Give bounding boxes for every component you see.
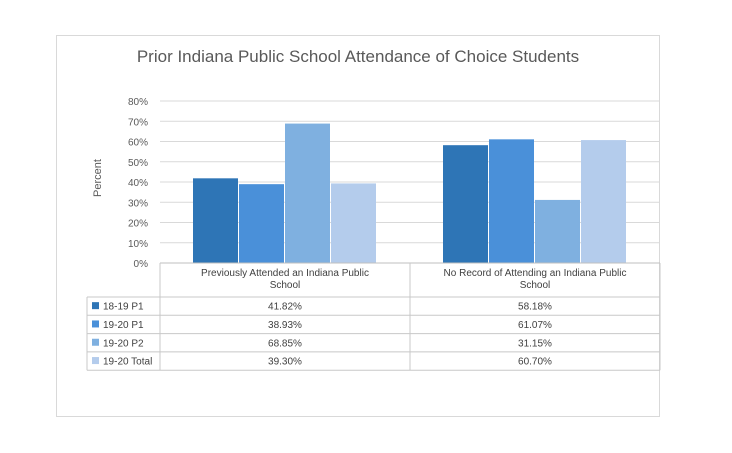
y-tick-label: 40% [128, 178, 148, 189]
legend-swatch [92, 320, 99, 328]
data-label: 60.70% [518, 357, 552, 368]
chart-title: Prior Indiana Public School Attendance o… [136, 47, 580, 66]
data-label: 61.07% [518, 320, 552, 331]
y-tick-label: 80% [128, 97, 148, 108]
category-label: No Record of Attending an Indiana Public [444, 268, 627, 279]
bar [239, 184, 284, 263]
bar [535, 199, 580, 263]
bar [581, 140, 626, 263]
y-tick-label: 60% [128, 138, 148, 149]
series-name: 19-20 P2 [103, 338, 144, 349]
series-name: 19-20 P1 [103, 320, 144, 331]
data-label: 58.18% [518, 302, 552, 313]
y-tick-label: 0% [134, 259, 149, 270]
bar [193, 178, 238, 263]
bar [489, 139, 534, 263]
data-label: 68.85% [268, 338, 302, 349]
series-name: 19-20 Total [103, 357, 152, 368]
bar [285, 123, 330, 263]
y-tick-label: 20% [128, 219, 148, 230]
bar [331, 183, 376, 263]
y-tick-label: 30% [128, 198, 148, 209]
data-label: 31.15% [518, 338, 552, 349]
y-tick-label: 70% [128, 117, 148, 128]
data-label: 41.82% [268, 302, 302, 313]
y-tick-label: 50% [128, 158, 148, 169]
data-label: 39.30% [268, 357, 302, 368]
series-name: 18-19 P1 [103, 302, 144, 313]
legend-swatch [92, 302, 99, 310]
y-tick-label: 10% [128, 239, 148, 250]
legend-swatch [92, 338, 99, 346]
data-label: 38.93% [268, 320, 302, 331]
bar [443, 145, 488, 263]
legend-swatch [92, 357, 99, 365]
category-label: Previously Attended an Indiana Public [201, 268, 369, 279]
category-label: School [520, 280, 551, 291]
category-label: School [270, 280, 301, 291]
